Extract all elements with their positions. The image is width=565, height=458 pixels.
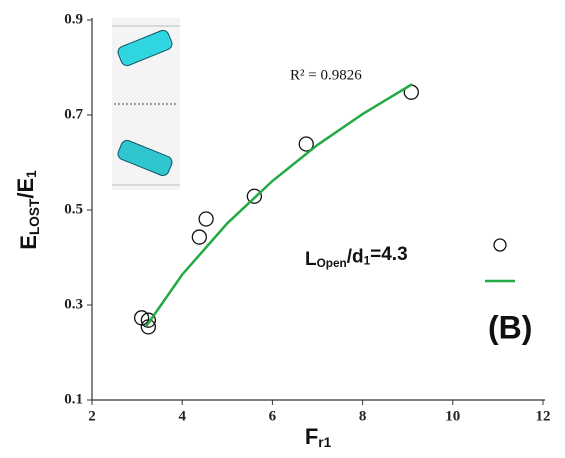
- label-part: Open: [317, 257, 347, 270]
- legend-label: LOpen/d1=4.3: [305, 244, 408, 270]
- label-part: /d: [347, 246, 364, 267]
- y-axis-label: ELOST/E1: [13, 170, 41, 250]
- fit-line: [145, 83, 413, 328]
- x-tick-label: 10: [445, 408, 460, 424]
- x-tick-label: 12: [536, 408, 551, 424]
- label-part: r1: [318, 434, 331, 449]
- label-part: 1: [364, 255, 371, 268]
- x-tick-label: 8: [359, 408, 367, 424]
- label-part: =4.3: [370, 244, 408, 265]
- data-point: [298, 136, 314, 152]
- r2-annotation: R² = 0.9826: [290, 67, 362, 83]
- y-tick-label: 0.9: [64, 11, 83, 27]
- y-tick-label: 0.1: [64, 391, 83, 407]
- label-part: L: [305, 249, 317, 270]
- y-tick-label: 0.7: [64, 106, 83, 122]
- data-point: [191, 229, 207, 245]
- inset-cylinder: [117, 29, 173, 67]
- label-part: E: [16, 235, 41, 250]
- inset: [112, 18, 180, 190]
- label-part: 1: [23, 170, 38, 178]
- legend-symbol: [493, 238, 507, 252]
- label-part: F: [305, 424, 318, 449]
- data-point: [198, 211, 214, 227]
- y-tick-label: 0.3: [64, 296, 83, 312]
- label-part: /E: [13, 178, 38, 199]
- x-axis-label: Fr1: [305, 424, 332, 450]
- data-point: [246, 188, 263, 204]
- y-tick-label: 0.5: [64, 201, 83, 217]
- x-tick-label: 2: [88, 408, 96, 424]
- inset-cylinder: [117, 139, 173, 177]
- x-tick-label: 4: [178, 408, 186, 424]
- label-part: LOST: [26, 198, 41, 235]
- x-tick-label: 6: [269, 408, 277, 424]
- data-point: [140, 319, 157, 335]
- data-point: [140, 312, 157, 328]
- panel-label: (B): [488, 309, 532, 345]
